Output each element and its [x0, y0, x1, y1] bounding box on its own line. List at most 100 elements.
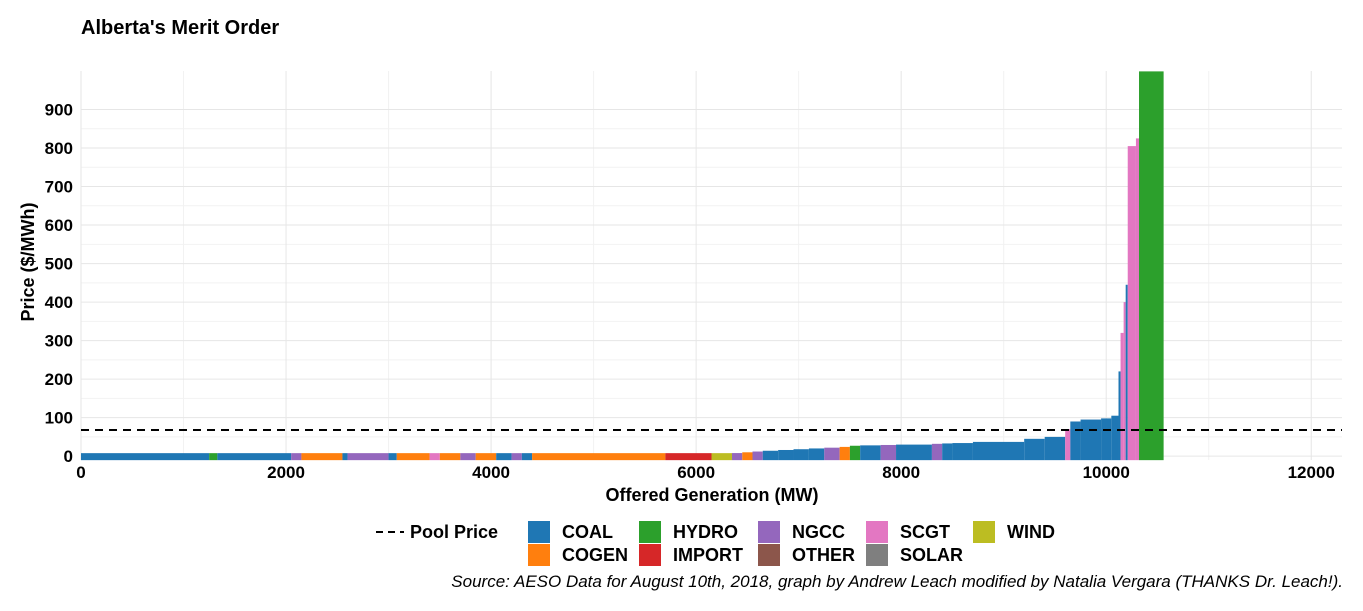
y-tick-label: 600	[45, 216, 73, 235]
merit-block-coal	[972, 441, 1025, 461]
merit-block-coal	[1125, 284, 1128, 461]
wind-swatch-icon	[973, 521, 995, 543]
merit-block-coal	[521, 453, 533, 461]
merit-block-coal	[1044, 436, 1066, 461]
legend-label-pool-price: Pool Price	[410, 521, 499, 542]
legend-label-other: OTHER	[792, 544, 855, 565]
chart-title: Alberta's Merit Order	[81, 17, 280, 39]
y-tick-label: 700	[45, 178, 73, 197]
merit-block-coal	[1024, 438, 1045, 461]
merit-block-import	[665, 453, 712, 461]
merit-block-coal	[778, 449, 794, 461]
cogen-swatch-icon	[528, 544, 550, 566]
merit-block-cogen	[396, 453, 430, 461]
merit-block-ngcc	[931, 443, 943, 461]
x-tick-label: 10000	[1083, 463, 1130, 482]
legend-item-pool-price: Pool Price	[376, 521, 498, 543]
legend-label-hydro: HYDRO	[673, 521, 739, 542]
source-caption: Source: AESO Data for August 10th, 2018,…	[451, 572, 1343, 591]
merit-block-coal	[1080, 419, 1102, 461]
merit-block-wind	[711, 453, 733, 461]
legend-item-wind: WIND	[973, 521, 1055, 543]
merit-block-ngcc	[824, 447, 840, 461]
merit-block-coal	[793, 449, 809, 461]
merit-block-coal	[1101, 418, 1112, 461]
merit-block-cogen	[532, 453, 666, 461]
legend: Pool Price COAL COGEN HYDRO IMPORT NGCC …	[376, 520, 1096, 570]
merit-block-cogen	[742, 452, 753, 461]
legend-label-solar: SOLAR	[900, 544, 963, 565]
x-tick-label: 6000	[677, 463, 715, 482]
merit-block-hydro	[1139, 71, 1164, 461]
y-tick-label: 400	[45, 293, 73, 312]
y-tick-label: 800	[45, 139, 73, 158]
x-axis-ticks: 0 2000 4000 6000 8000 10000 12000	[76, 463, 1335, 482]
merit-order-blocks	[81, 71, 1164, 461]
y-tick-label: 0	[64, 447, 73, 466]
other-swatch-icon	[758, 544, 780, 566]
ngcc-swatch-icon	[758, 521, 780, 543]
legend-label-coal: COAL	[562, 521, 613, 542]
merit-block-coal	[952, 443, 973, 461]
merit-block-scgt	[1120, 332, 1124, 461]
merit-block-ngcc	[347, 453, 389, 461]
legend-item-hydro: HYDRO	[639, 521, 738, 543]
merit-block-coal	[1070, 421, 1081, 461]
merit-block-hydro	[209, 453, 218, 461]
legend-label-cogen: COGEN	[562, 544, 629, 565]
legend-item-other: OTHER	[758, 544, 855, 566]
merit-block-cogen	[439, 453, 461, 461]
merit-block-ngcc	[752, 451, 763, 461]
merit-block-scgt	[1123, 302, 1126, 461]
merit-block-coal	[896, 444, 932, 461]
legend-item-coal: COAL	[528, 521, 613, 543]
merit-block-scgt	[1135, 138, 1140, 461]
merit-block-hydro	[849, 445, 861, 461]
merit-block-coal	[762, 450, 779, 461]
merit-block-coal	[217, 453, 292, 461]
legend-item-ngcc: NGCC	[758, 521, 845, 543]
y-axis-ticks: 0 100 200 300 400 500 600 700 800 900	[45, 101, 73, 467]
legend-item-import: IMPORT	[639, 544, 743, 566]
merit-block-ngcc	[291, 453, 302, 461]
merit-block-ngcc	[460, 453, 476, 461]
merit-block-coal	[496, 453, 512, 461]
legend-item-scgt: SCGT	[866, 521, 950, 543]
merit-block-coal	[942, 443, 953, 461]
dashed-line-icon	[376, 531, 404, 533]
legend-item-solar: SOLAR	[866, 544, 963, 566]
import-swatch-icon	[639, 544, 661, 566]
merit-block-cogen	[301, 453, 343, 461]
y-tick-label: 500	[45, 255, 73, 274]
merit-block-cogen	[475, 453, 497, 461]
merit-block-scgt	[1065, 429, 1071, 461]
y-tick-label: 200	[45, 370, 73, 389]
y-axis-title: Price ($/MWh)	[18, 202, 38, 321]
y-tick-label: 900	[45, 101, 73, 120]
coal-swatch-icon	[528, 521, 550, 543]
x-tick-label: 4000	[472, 463, 510, 482]
merit-block-ngcc	[732, 453, 743, 461]
merit-block-coal	[81, 453, 210, 461]
merit-block-coal	[860, 445, 881, 461]
hydro-swatch-icon	[639, 521, 661, 543]
merit-block-coal	[342, 453, 348, 461]
x-tick-label: 2000	[267, 463, 305, 482]
merit-block-coal	[808, 448, 825, 461]
merit-block-coal	[1118, 371, 1121, 461]
x-tick-label: 8000	[882, 463, 920, 482]
scgt-swatch-icon	[866, 521, 888, 543]
legend-label-wind: WIND	[1007, 521, 1055, 542]
legend-label-scgt: SCGT	[900, 521, 951, 542]
merit-block-scgt	[1127, 146, 1136, 461]
merit-block-ngcc	[511, 453, 522, 461]
legend-item-cogen: COGEN	[528, 544, 628, 566]
merit-block-coal	[388, 453, 397, 461]
y-tick-label: 100	[45, 409, 73, 428]
legend-label-ngcc: NGCC	[792, 521, 845, 542]
x-tick-label: 0	[76, 463, 85, 482]
merit-block-ngcc	[880, 444, 897, 461]
solar-swatch-icon	[866, 544, 888, 566]
merit-block-cogen	[839, 446, 850, 461]
